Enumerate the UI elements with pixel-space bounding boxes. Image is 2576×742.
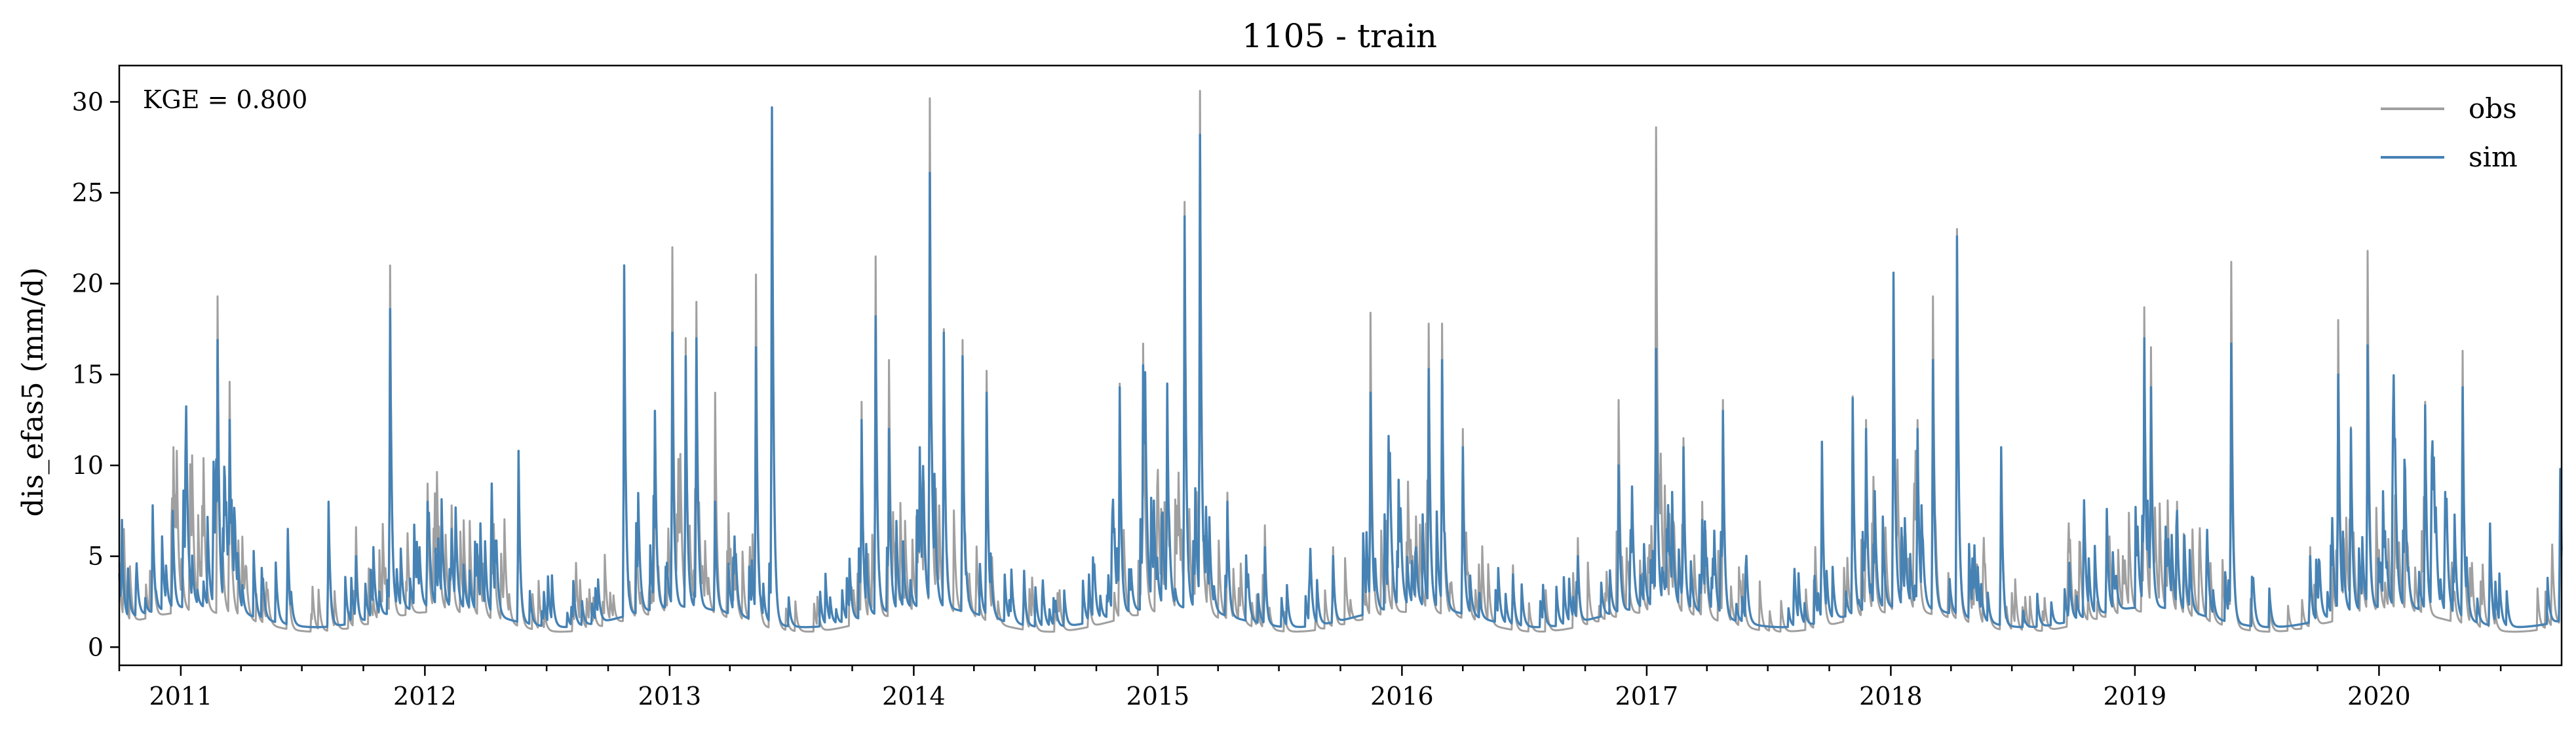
sim-line-path: [118, 106, 2563, 629]
x-tick-label: 2019: [2104, 682, 2167, 711]
legend-obs-label: obs: [2469, 92, 2517, 125]
x-tick-label: 2015: [1126, 682, 1190, 711]
chart-title: 1105 - train: [1242, 17, 1437, 55]
y-tick-label: 30: [72, 87, 104, 116]
legend: obs sim: [2381, 92, 2518, 173]
y-tick-label: 15: [72, 360, 104, 389]
x-tick-label: 2020: [2347, 682, 2411, 711]
y-tick-label: 20: [72, 269, 104, 298]
x-tick-label: 2011: [149, 682, 213, 711]
y-axis-ticks: 0 5 10 15 20 25 30: [72, 87, 119, 661]
y-axis-label: dis_efas5 (mm/d): [16, 267, 50, 517]
x-tick-label: 2013: [638, 682, 702, 711]
obs-line-path: [118, 90, 2563, 633]
x-tick-label: 2016: [1370, 682, 1434, 711]
y-tick-label: 10: [72, 451, 104, 480]
y-tick-label: 0: [88, 633, 104, 661]
x-tick-label: 2017: [1615, 682, 1679, 711]
y-tick-label: 25: [72, 178, 104, 207]
plot-area: [118, 90, 2563, 633]
y-tick-label: 5: [88, 542, 104, 571]
obs-series-line: [118, 90, 2563, 633]
x-tick-label: 2012: [393, 682, 457, 711]
x-tick-label: 2014: [882, 682, 946, 711]
x-axis-ticks: 2011 2012 2013 2014 2015 2016 2017 2018 2019 2020: [118, 665, 2502, 711]
sim-series-line: [118, 106, 2563, 629]
x-tick-label: 2018: [1859, 682, 1923, 711]
kge-annotation: KGE = 0.800: [143, 85, 307, 114]
legend-sim-label: sim: [2469, 141, 2518, 173]
